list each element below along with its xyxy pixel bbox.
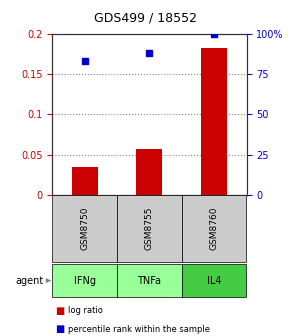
Text: GSM8755: GSM8755 <box>145 207 154 250</box>
Text: GSM8760: GSM8760 <box>210 207 219 250</box>
Bar <box>201 48 227 195</box>
Text: agent: agent <box>15 276 44 286</box>
Text: percentile rank within the sample: percentile rank within the sample <box>68 325 210 334</box>
Text: TNFa: TNFa <box>137 276 161 286</box>
Bar <box>136 149 162 195</box>
Text: IL4: IL4 <box>207 276 221 286</box>
Text: GSM8750: GSM8750 <box>80 207 89 250</box>
Text: ■: ■ <box>55 306 64 316</box>
Text: IFNg: IFNg <box>74 276 96 286</box>
Text: log ratio: log ratio <box>68 306 103 315</box>
Bar <box>72 167 97 195</box>
Text: ■: ■ <box>55 324 64 334</box>
Text: GDS499 / 18552: GDS499 / 18552 <box>93 12 197 25</box>
